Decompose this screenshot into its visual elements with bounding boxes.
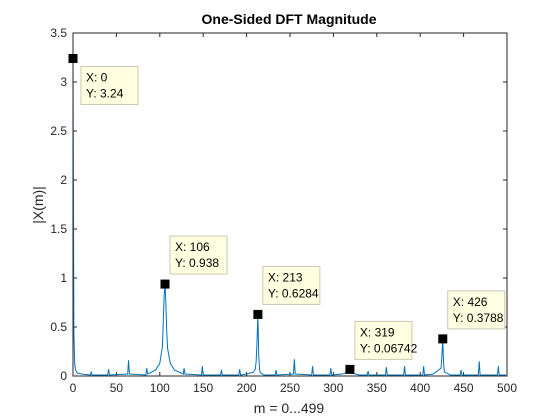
y-tick-label: 0 xyxy=(60,369,67,383)
datatip-box xyxy=(80,65,139,105)
series-line xyxy=(72,58,507,376)
datatip-marker[interactable] xyxy=(438,334,448,344)
y-tick-label: 2 xyxy=(60,173,67,187)
y-tick-label: 0.5 xyxy=(50,320,67,334)
datatip-box xyxy=(354,320,413,360)
x-tick-label: 300 xyxy=(323,381,343,395)
x-tick-label: 50 xyxy=(110,381,124,395)
x-tick-label: 100 xyxy=(150,381,170,395)
datatip-marker[interactable] xyxy=(345,364,355,374)
x-axis: 0 50 100 150 200 250 300 350 400 450 500 xyxy=(70,33,517,395)
datatip-x-label: X: 319 xyxy=(360,325,395,339)
plot-area xyxy=(73,33,507,376)
datatip-y-label: Y: 0.3788 xyxy=(453,311,504,325)
x-tick-label: 500 xyxy=(497,381,517,395)
x-tick-label: 400 xyxy=(410,381,430,395)
datatip-y-label: Y: 0.938 xyxy=(175,256,219,270)
x-tick-label: 200 xyxy=(237,381,257,395)
datatip-y-label: Y: 0.6284 xyxy=(268,286,319,300)
x-tick-label: 250 xyxy=(280,381,300,395)
x-tick-label: 450 xyxy=(454,381,474,395)
y-tick-label: 1 xyxy=(60,271,67,285)
chart-title: One-Sided DFT Magnitude xyxy=(202,11,377,27)
y-tick-label: 2.5 xyxy=(50,124,67,138)
datatip-box xyxy=(169,235,228,275)
datatip-marker[interactable] xyxy=(160,279,170,289)
x-axis-label: m = 0...499 xyxy=(254,400,325,416)
datatip-x-label: X: 0 xyxy=(86,70,108,84)
datatip-x-label: X: 213 xyxy=(268,270,303,284)
x-tick-label: 0 xyxy=(70,381,77,395)
datatip-x-label: X: 106 xyxy=(175,240,210,254)
y-axis: 0 0.5 1 1.5 2 2.5 3 3.5 xyxy=(50,26,507,383)
y-tick-label: 3 xyxy=(60,75,67,89)
y-tick-label: 1.5 xyxy=(50,222,67,236)
datatip-y-label: Y: 0.06742 xyxy=(360,341,418,355)
y-tick-label: 3.5 xyxy=(50,26,67,40)
x-tick-label: 350 xyxy=(367,381,387,395)
y-axis-label: |X(m)| xyxy=(30,186,46,224)
datatip-marker[interactable] xyxy=(68,53,78,63)
x-tick-label: 150 xyxy=(193,381,213,395)
datatip-marker[interactable] xyxy=(253,309,263,319)
plot-box xyxy=(72,32,508,377)
datatip-box xyxy=(447,290,506,330)
datatips: X: 0 Y: 3.24 X: 106 Y: 0.938 X: 213 Y: 0.6284… xyxy=(68,53,506,374)
datatip-box xyxy=(262,265,321,305)
datatip-x-label: X: 426 xyxy=(453,295,488,309)
datatip-y-label: Y: 3.24 xyxy=(86,86,124,100)
